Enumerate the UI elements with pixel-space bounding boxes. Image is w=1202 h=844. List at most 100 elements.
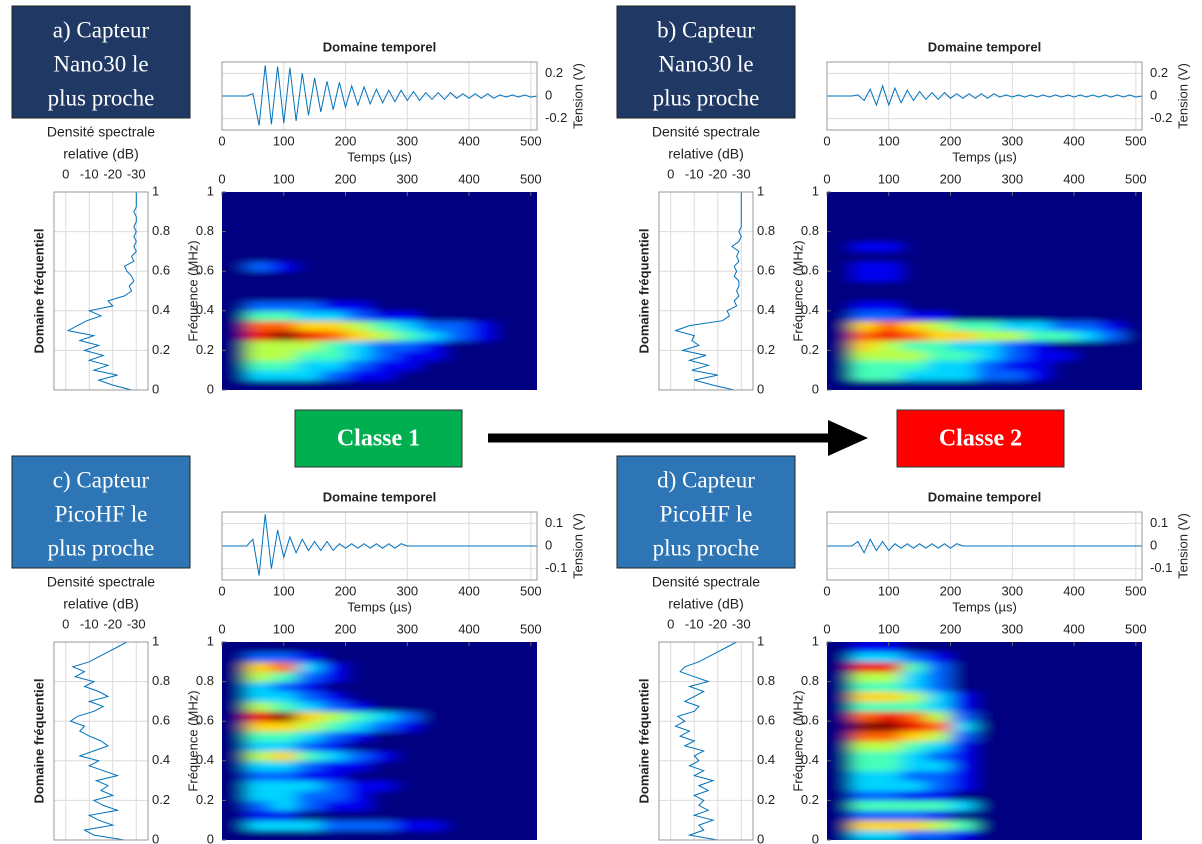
y-tick-label: 0.6 bbox=[152, 263, 170, 278]
y-tick-label: 0.2 bbox=[196, 342, 214, 357]
spectrogram-cell bbox=[876, 681, 902, 692]
spectrogram-cell bbox=[345, 201, 371, 213]
spectrogram-cell bbox=[1098, 360, 1124, 371]
spectrogram-cell bbox=[851, 330, 877, 341]
spectrogram-cell bbox=[950, 310, 976, 322]
spectrogram-cell bbox=[419, 810, 445, 821]
spectrogram-cell bbox=[925, 360, 951, 371]
spectrogram-cell bbox=[1024, 661, 1050, 673]
spectrogram-cell bbox=[1098, 350, 1124, 361]
spectrogram-cell bbox=[246, 231, 272, 242]
spectrogram-cell bbox=[419, 671, 445, 683]
spectrogram-cell bbox=[1098, 251, 1124, 262]
spectrogram-cell bbox=[419, 741, 445, 752]
spectrogram-cell bbox=[296, 340, 322, 351]
spectrogram-cell bbox=[1123, 741, 1142, 752]
x-tick-label: 400 bbox=[458, 133, 480, 148]
spectrogram-cell bbox=[925, 651, 951, 663]
spectrogram-cell bbox=[394, 691, 421, 702]
x-tick-label: 500 bbox=[1125, 133, 1147, 148]
spectrogram-cell bbox=[271, 642, 297, 653]
spectrogram-cell bbox=[851, 810, 877, 821]
spectrogram-cell bbox=[345, 790, 371, 801]
spectrogram-cell bbox=[827, 380, 853, 390]
y-tick-label: 0.6 bbox=[196, 713, 214, 728]
spectrogram-cell bbox=[394, 731, 421, 742]
spectrogram-cell bbox=[493, 291, 519, 302]
y-axis-label: Domaine fréquentiel bbox=[636, 229, 651, 354]
spectrogram-cell bbox=[493, 231, 519, 242]
spectrogram-cell bbox=[876, 241, 902, 252]
y-tick-label: 0.8 bbox=[801, 223, 819, 238]
spectrogram-cell bbox=[1024, 310, 1050, 322]
spectrogram-cell bbox=[975, 651, 1001, 663]
spectrogram-cell bbox=[469, 701, 495, 712]
spectrogram-cell bbox=[876, 780, 902, 791]
spectrogram-cell bbox=[271, 810, 297, 821]
x-tick-label: 400 bbox=[458, 171, 480, 186]
spectrogram-cell bbox=[1098, 711, 1124, 722]
spectrogram-cell bbox=[246, 271, 272, 282]
spectrogram-cell bbox=[394, 671, 421, 683]
y-tick-label: 0.4 bbox=[801, 302, 819, 317]
spectrogram-cell bbox=[271, 360, 297, 371]
spectrogram-cell bbox=[370, 820, 396, 831]
spectrogram-cell bbox=[444, 810, 470, 821]
spectrogram-cell bbox=[345, 340, 371, 351]
spectrogram-cell bbox=[222, 291, 248, 302]
spectrogram-cell bbox=[518, 671, 537, 683]
spectrogram-cell bbox=[1024, 221, 1050, 233]
spectrogram-cell bbox=[851, 241, 877, 252]
spectrogram-cell bbox=[901, 350, 927, 361]
spectrogram-cell bbox=[950, 651, 976, 663]
spectrogram-cell bbox=[394, 701, 421, 712]
plot-border bbox=[658, 191, 754, 391]
spectrogram-cell bbox=[296, 642, 322, 653]
spectrogram-cell bbox=[518, 701, 537, 712]
panel-label-box bbox=[616, 455, 796, 569]
spectrogram-cell bbox=[876, 310, 902, 322]
spectrogram-cell bbox=[827, 211, 853, 223]
spectrogram-cell bbox=[493, 192, 519, 203]
spectrogram-cell bbox=[419, 350, 445, 361]
y-tick-label: 0.4 bbox=[801, 752, 819, 767]
spectrogram-cell bbox=[518, 770, 537, 782]
spectrogram-cell bbox=[444, 642, 470, 653]
spectrogram-cell bbox=[901, 770, 927, 782]
spectrogram-cell bbox=[925, 340, 951, 351]
y-tick-label: 0 bbox=[152, 831, 159, 844]
x-tick-label: 0 bbox=[667, 166, 674, 181]
spectrogram-cell bbox=[271, 251, 297, 262]
x-tick-label: 400 bbox=[458, 583, 480, 598]
spectrogram-cell bbox=[246, 221, 272, 233]
spectral-density bbox=[674, 641, 737, 841]
x-axis-label: relative (dB) bbox=[63, 146, 138, 162]
spectrogram-cell bbox=[493, 711, 519, 722]
spectrogram-cell bbox=[222, 721, 248, 732]
spectrogram-cell bbox=[1074, 721, 1100, 732]
spectrogram-cell bbox=[975, 701, 1001, 712]
spectrogram-cell bbox=[827, 320, 853, 332]
x-tick-label: 0 bbox=[62, 166, 69, 181]
spectrogram-cell bbox=[876, 661, 902, 673]
spectrogram-cell bbox=[999, 800, 1026, 811]
spectrogram-cell bbox=[901, 731, 927, 742]
spectrogram-cell bbox=[1074, 271, 1100, 282]
spectrogram-cell bbox=[925, 211, 951, 223]
spectrogram-cell bbox=[827, 800, 853, 811]
spectrogram-cell bbox=[851, 820, 877, 831]
spectrogram-cell bbox=[950, 780, 976, 791]
spectrogram-cell bbox=[493, 320, 519, 332]
spectrogram-cell bbox=[419, 231, 445, 242]
spectrogram-cell bbox=[419, 711, 445, 722]
spectrogram-cell bbox=[296, 261, 322, 272]
spectrogram-cell bbox=[1049, 780, 1075, 791]
spectrogram-cell bbox=[296, 350, 322, 361]
spectrogram-cell bbox=[222, 330, 248, 341]
spectrogram-cell bbox=[999, 340, 1026, 351]
spectrogram-cell bbox=[827, 241, 853, 252]
class-label: Classe 2 bbox=[939, 426, 1022, 452]
spectrogram-cell bbox=[1024, 711, 1050, 722]
spectrogram-cell bbox=[394, 211, 421, 223]
